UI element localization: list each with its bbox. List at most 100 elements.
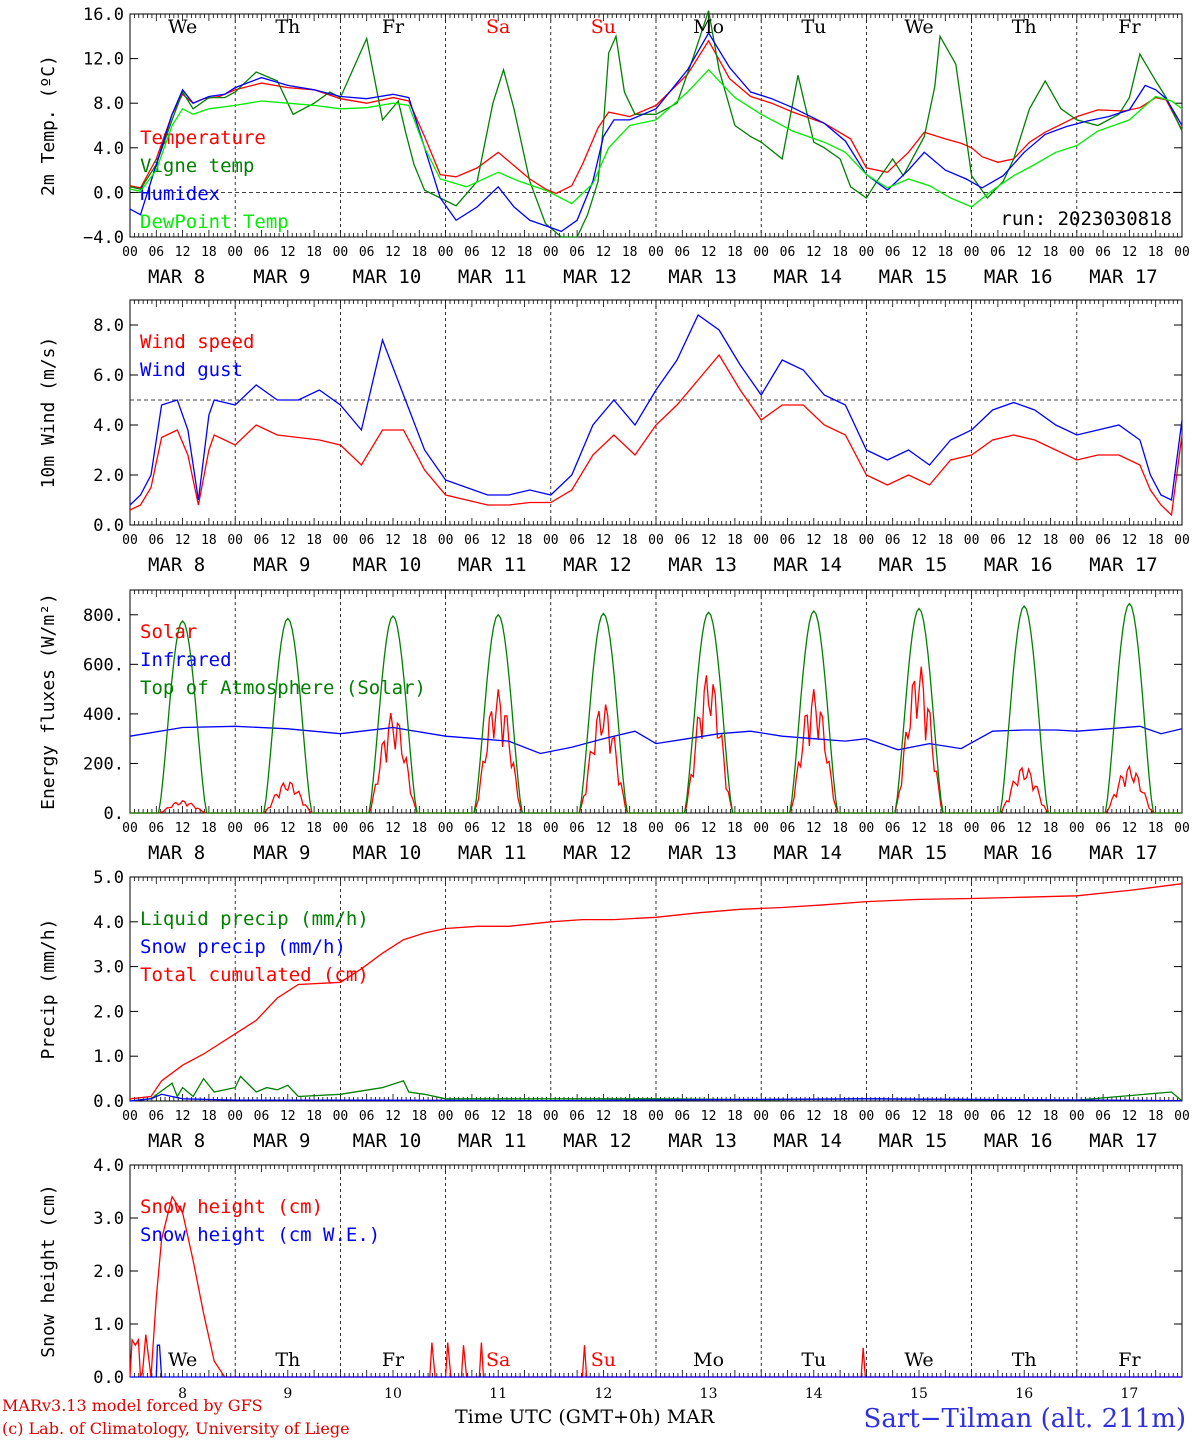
legend-entry: Snow precip (mm/h) (140, 936, 346, 958)
hour-label: 00 (122, 1109, 138, 1124)
hour-label: 00 (859, 821, 875, 836)
hour-label: 06 (674, 533, 690, 548)
hour-label: 12 (280, 245, 296, 260)
series-line (129, 31, 1183, 233)
day-label: MAR 15 (879, 1130, 948, 1152)
hour-label: 06 (464, 1109, 480, 1124)
hour-label: 06 (464, 245, 480, 260)
hour-label: 18 (411, 821, 427, 836)
hour-label: 18 (411, 533, 427, 548)
hour-label: 06 (569, 533, 585, 548)
hour-label: 18 (937, 821, 953, 836)
hour-label: 18 (832, 533, 848, 548)
hour-label: 00 (753, 821, 769, 836)
weekday-label: Tu (801, 1349, 826, 1371)
hour-label: 12 (490, 1109, 506, 1124)
y-tick-label: 8.0 (93, 316, 124, 336)
y-tick-label: 0.0 (93, 1092, 124, 1112)
day-label: MAR 16 (984, 266, 1053, 288)
y-tick-label: −4.0 (83, 228, 124, 248)
series-line (129, 1093, 1183, 1102)
day-label: MAR 12 (563, 554, 632, 576)
hour-label: 18 (727, 821, 743, 836)
hour-label: 18 (306, 533, 322, 548)
hour-label: 18 (1148, 1109, 1164, 1124)
hour-label: 18 (306, 245, 322, 260)
hour-label: 18 (937, 533, 953, 548)
day-label: MAR 15 (879, 266, 948, 288)
day-label: MAR 14 (773, 1130, 842, 1152)
hour-label: 12 (1016, 245, 1032, 260)
day-number: 10 (384, 1386, 402, 1402)
day-label: MAR 13 (668, 266, 737, 288)
hour-label: 00 (227, 1109, 243, 1124)
hour-label: 06 (990, 1109, 1006, 1124)
weekday-label: Mo (693, 16, 724, 38)
hour-label: 12 (175, 245, 191, 260)
hour-label: 12 (490, 821, 506, 836)
hour-label: 06 (148, 245, 164, 260)
hour-label: 06 (885, 245, 901, 260)
hour-label: 00 (859, 533, 875, 548)
hour-label: 12 (1122, 533, 1138, 548)
day-label: MAR 11 (458, 554, 527, 576)
hour-label: 00 (1069, 821, 1085, 836)
hour-label: 00 (227, 821, 243, 836)
hour-label: 12 (596, 245, 612, 260)
day-label: MAR 17 (1089, 1130, 1158, 1152)
hour-label: 18 (937, 245, 953, 260)
day-label: MAR 13 (668, 842, 737, 864)
hour-label: 18 (727, 245, 743, 260)
hour-label: 00 (543, 1109, 559, 1124)
day-label: MAR 11 (458, 842, 527, 864)
weekday-label: We (904, 16, 933, 38)
weekday-label: Th (1012, 1349, 1037, 1371)
day-number: 12 (594, 1386, 612, 1402)
hour-label: 18 (1148, 533, 1164, 548)
y-axis-label: Precip (mm/h) (38, 919, 59, 1060)
hour-label: 18 (622, 245, 638, 260)
hour-label: 00 (543, 245, 559, 260)
hour-label: 12 (911, 821, 927, 836)
y-tick-label: 4.0 (93, 1156, 124, 1176)
run-annotation: run: 2023030818 (1000, 208, 1172, 230)
hour-label: 06 (359, 1109, 375, 1124)
hour-label: 00 (438, 821, 454, 836)
day-label: MAR 8 (148, 1130, 205, 1152)
legend-entry: Total cumulated (cm) (140, 964, 369, 986)
hour-label: 06 (674, 245, 690, 260)
day-label: MAR 14 (773, 266, 842, 288)
day-number: 13 (700, 1386, 718, 1402)
y-axis-label: 2m Temp. (ºC) (38, 55, 59, 196)
day-label: MAR 13 (668, 554, 737, 576)
hour-label: 06 (990, 821, 1006, 836)
series-line (129, 353, 1183, 517)
legend-entry: Snow height (cm) (140, 1196, 323, 1218)
weekday-label: Fr (1118, 1349, 1141, 1371)
weekday-label: Th (1012, 16, 1037, 38)
day-number: 16 (1015, 1386, 1033, 1402)
weekday-label: We (168, 1349, 197, 1371)
hour-label: 00 (122, 245, 138, 260)
hour-label: 18 (517, 821, 533, 836)
y-tick-label: 400. (83, 705, 124, 725)
y-tick-label: 0.0 (93, 183, 124, 203)
hour-label: 00 (438, 245, 454, 260)
hour-label: 12 (175, 1109, 191, 1124)
hour-label: 18 (832, 821, 848, 836)
hour-label: 00 (333, 533, 349, 548)
day-label: MAR 9 (253, 1130, 310, 1152)
legend-entry: Snow height (cm W.E.) (140, 1224, 380, 1246)
weekday-label: We (904, 1349, 933, 1371)
hour-label: 12 (596, 1109, 612, 1124)
y-tick-label: 200. (83, 754, 124, 774)
hour-label: 18 (622, 533, 638, 548)
hour-label: 12 (175, 533, 191, 548)
hour-label: 00 (753, 1109, 769, 1124)
station-name: Sart−Tilman (alt. 211m) (863, 1404, 1186, 1434)
hour-label: 12 (490, 245, 506, 260)
hour-label: 18 (622, 821, 638, 836)
hour-label: 12 (280, 1109, 296, 1124)
day-number: 14 (805, 1386, 823, 1402)
hour-label: 18 (937, 1109, 953, 1124)
